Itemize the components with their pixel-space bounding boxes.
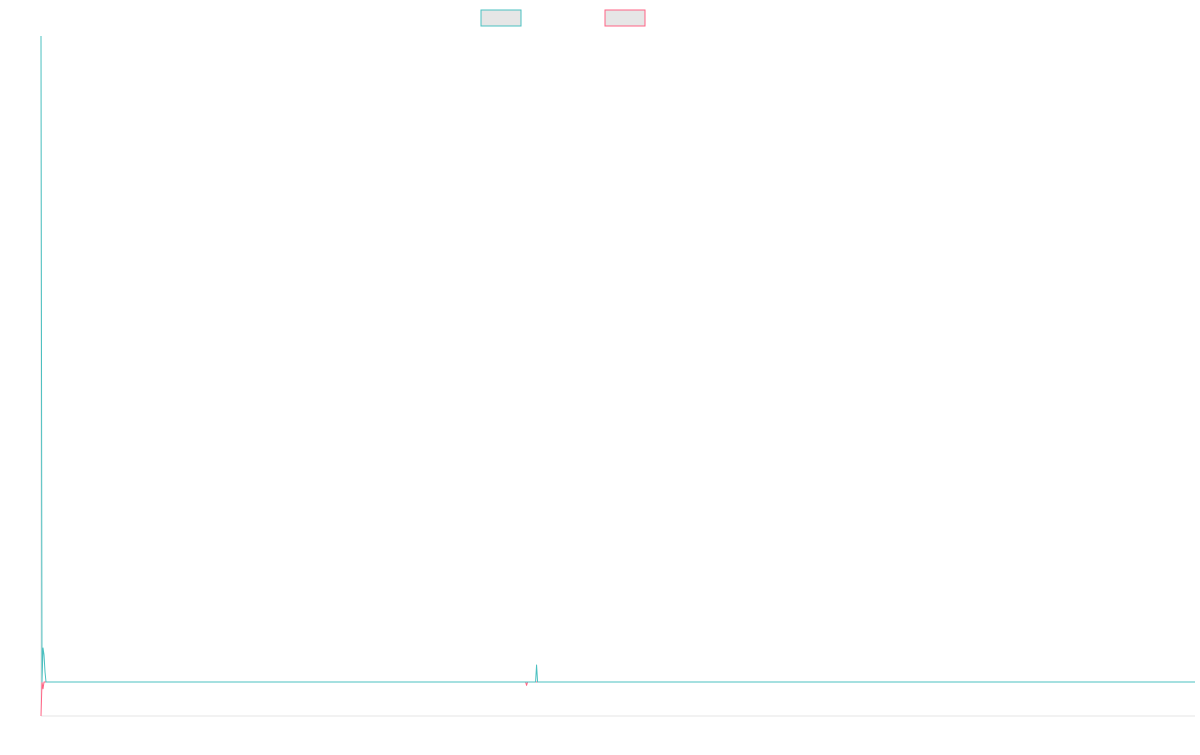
legend-swatch-1[interactable] xyxy=(480,9,522,27)
series-line-2 xyxy=(40,681,1195,717)
legend[interactable] xyxy=(480,9,646,27)
legend-swatch-2[interactable] xyxy=(604,9,646,27)
series-line-1 xyxy=(40,35,1195,683)
series-layer xyxy=(40,35,1195,717)
axes xyxy=(40,36,1195,717)
